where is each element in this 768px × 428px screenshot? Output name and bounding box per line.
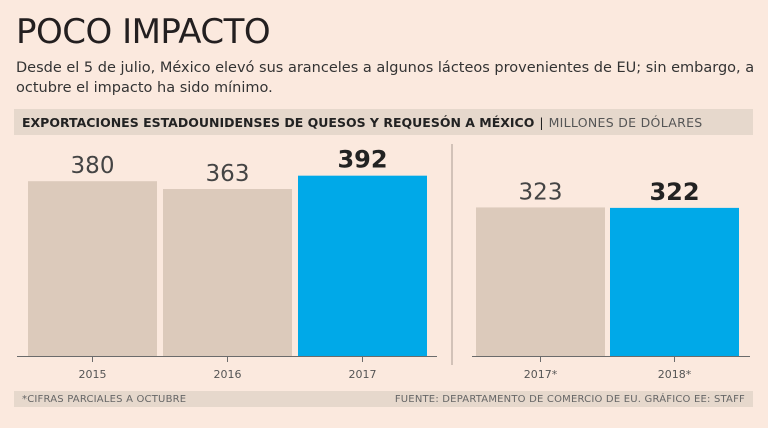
- subtitle: Desde el 5 de julio, México elevó sus ar…: [16, 60, 755, 96]
- chart-units: MILLONES DE DÓLARES: [548, 114, 703, 130]
- source-credit: FUENTE: DEPARTAMENTO DE COMERCIO DE EU. …: [394, 393, 745, 405]
- bar-2017: [298, 175, 427, 356]
- chart-title: EXPORTACIONES ESTADOUNIDENSES DE QUESOS …: [22, 114, 535, 130]
- value-label: 323: [519, 179, 563, 205]
- category-label: 2016: [214, 368, 242, 381]
- bar-chart: 380 2015 363 2016 392 2017 323 2017* 322 2018*: [17, 144, 750, 381]
- headline: POCO IMPACTO: [16, 12, 271, 52]
- chart-title-separator: |: [539, 114, 544, 130]
- bar-2016: [163, 189, 292, 356]
- bar-2017-partial: [476, 207, 605, 356]
- chart-header: EXPORTACIONES ESTADOUNIDENSES DE QUESOS …: [14, 109, 753, 135]
- value-label: 363: [206, 161, 250, 187]
- value-label: 322: [649, 178, 699, 206]
- value-label: 380: [71, 153, 115, 179]
- category-label: 2017*: [524, 368, 558, 381]
- category-label: 2017: [349, 368, 377, 381]
- category-label: 2018*: [658, 368, 692, 381]
- bar-2015: [28, 181, 157, 356]
- bar-2018-partial: [610, 207, 739, 356]
- footer: *CIFRAS PARCIALES A OCTUBRE FUENTE: DEPA…: [14, 391, 753, 407]
- footnote: *CIFRAS PARCIALES A OCTUBRE: [22, 393, 187, 405]
- category-label: 2015: [79, 368, 107, 381]
- value-label: 392: [337, 146, 387, 174]
